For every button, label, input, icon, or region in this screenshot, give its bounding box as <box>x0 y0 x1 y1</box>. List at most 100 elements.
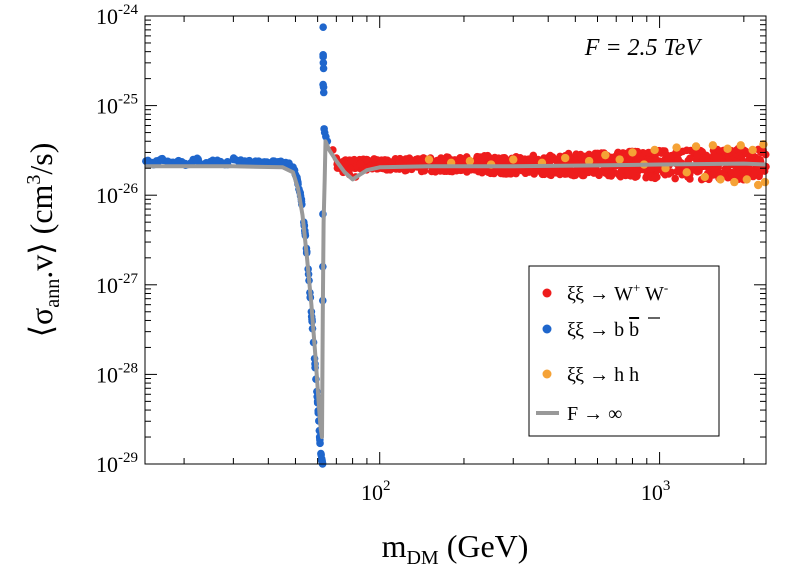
ww-band-point <box>578 171 587 180</box>
chart-annotation: F = 2.5 TeV <box>584 35 703 61</box>
ww-band-point <box>387 158 396 166</box>
ww-band-point <box>629 169 637 178</box>
bb-point <box>319 64 328 73</box>
ww-band-point <box>556 170 564 179</box>
hh-point <box>716 175 725 184</box>
ww-band-point <box>606 167 615 176</box>
bb-point <box>270 157 279 165</box>
hh-point <box>708 141 718 150</box>
bb-point <box>229 155 238 164</box>
ww-band-point <box>597 167 606 176</box>
bb-point <box>191 155 200 164</box>
legend: ξξ → W+ W- ξξ → b b ξξ → h h F → ∞ <box>528 265 720 437</box>
ww-band-point <box>356 160 365 168</box>
y-tick-label: 10-25 <box>96 92 138 119</box>
hh-point <box>736 141 745 150</box>
bb-point <box>278 158 287 167</box>
y-tick-label: 10-28 <box>96 360 138 387</box>
hh-point <box>753 180 763 190</box>
y-tick-label: 10-24 <box>96 2 138 29</box>
ww-band-point <box>480 152 489 160</box>
ww-band-point <box>546 151 555 160</box>
hh-point <box>730 177 739 187</box>
bb-point <box>142 157 150 165</box>
bb-point <box>319 53 327 61</box>
ww-band-point <box>709 151 718 160</box>
ww-band-point <box>428 166 437 175</box>
hh-point <box>650 145 659 155</box>
ww-band-point <box>584 168 593 177</box>
axis-ticks <box>145 15 766 465</box>
ww-band-point <box>686 154 694 163</box>
hh-point <box>601 150 610 160</box>
hh-point <box>691 142 701 151</box>
ww-band-point <box>653 165 662 174</box>
ww-band-point <box>362 155 371 164</box>
ww-band-point <box>347 156 356 165</box>
ww-band-point <box>454 157 463 166</box>
hh-point <box>672 143 681 152</box>
hh-point <box>760 177 770 187</box>
ww-band-point <box>380 156 389 164</box>
legend-label-finf: F → ∞ <box>567 403 622 425</box>
ww-band-point <box>750 169 759 178</box>
hh-point <box>742 175 752 184</box>
y-axis-label: ⟨σann.v⟩ (cm3/s) <box>23 143 64 338</box>
ww-band-point <box>503 168 512 177</box>
y-tick-label: 10-29 <box>96 450 138 477</box>
ww-band-point <box>693 151 701 160</box>
bb-point <box>319 23 327 31</box>
ww-band-point <box>671 174 679 183</box>
plot-frame <box>144 15 767 465</box>
hh-point <box>509 155 518 164</box>
bb-point <box>319 59 328 67</box>
ww-band-point <box>651 174 659 183</box>
bb-point <box>174 157 182 165</box>
ww-band-point <box>567 171 576 179</box>
series-finf-line <box>145 139 767 439</box>
hh-point <box>424 155 434 164</box>
legend-marker-ww <box>542 288 552 298</box>
ww-band-point <box>709 171 717 179</box>
bb-point <box>285 160 294 169</box>
ww-band-point <box>667 151 676 160</box>
hh-point <box>584 156 594 166</box>
legend-label-ww: ξξ → W+ W- <box>567 280 668 305</box>
bb-point <box>212 157 220 165</box>
ww-band-point <box>370 155 378 163</box>
bb-point <box>261 158 270 167</box>
x-axis-label: mDM (GeV) <box>382 528 529 567</box>
ww-band-point <box>732 169 741 177</box>
y-tick-label: 10-27 <box>96 271 138 298</box>
x-tick-label: 103 <box>641 478 671 505</box>
legend-marker-hh <box>542 369 552 379</box>
hh-point <box>628 148 637 157</box>
y-tick-label: 10-26 <box>96 181 138 208</box>
ww-band-point <box>576 150 585 159</box>
hh-point <box>615 155 624 164</box>
bb-fill-point <box>235 158 244 167</box>
ww-band-point <box>682 146 691 155</box>
ww-band-point <box>616 172 625 181</box>
ww-band-point <box>722 165 730 173</box>
ww-band-point <box>667 168 676 177</box>
hh-point <box>723 144 732 153</box>
hh-point <box>748 145 757 155</box>
legend-box <box>528 265 720 437</box>
legend-label-bb: ξξ → b b <box>567 319 639 341</box>
tick-labels: 102 103 10-24 10-25 10-26 10-27 10-28 10-29 <box>96 2 670 505</box>
ww-band-point <box>440 167 449 175</box>
bb-point <box>156 155 165 164</box>
hh-point <box>465 156 475 166</box>
ww-band-point <box>346 164 355 173</box>
bb-point <box>251 157 260 165</box>
legend-marker-bb <box>542 324 552 334</box>
ww-band-point <box>448 167 457 176</box>
hh-point <box>682 168 691 177</box>
ww-band-point <box>673 167 682 176</box>
bb-point <box>319 88 328 97</box>
legend-label-hh: ξξ → h h <box>567 364 639 386</box>
hh-point <box>561 153 570 163</box>
x-tick-label: 102 <box>361 478 391 505</box>
